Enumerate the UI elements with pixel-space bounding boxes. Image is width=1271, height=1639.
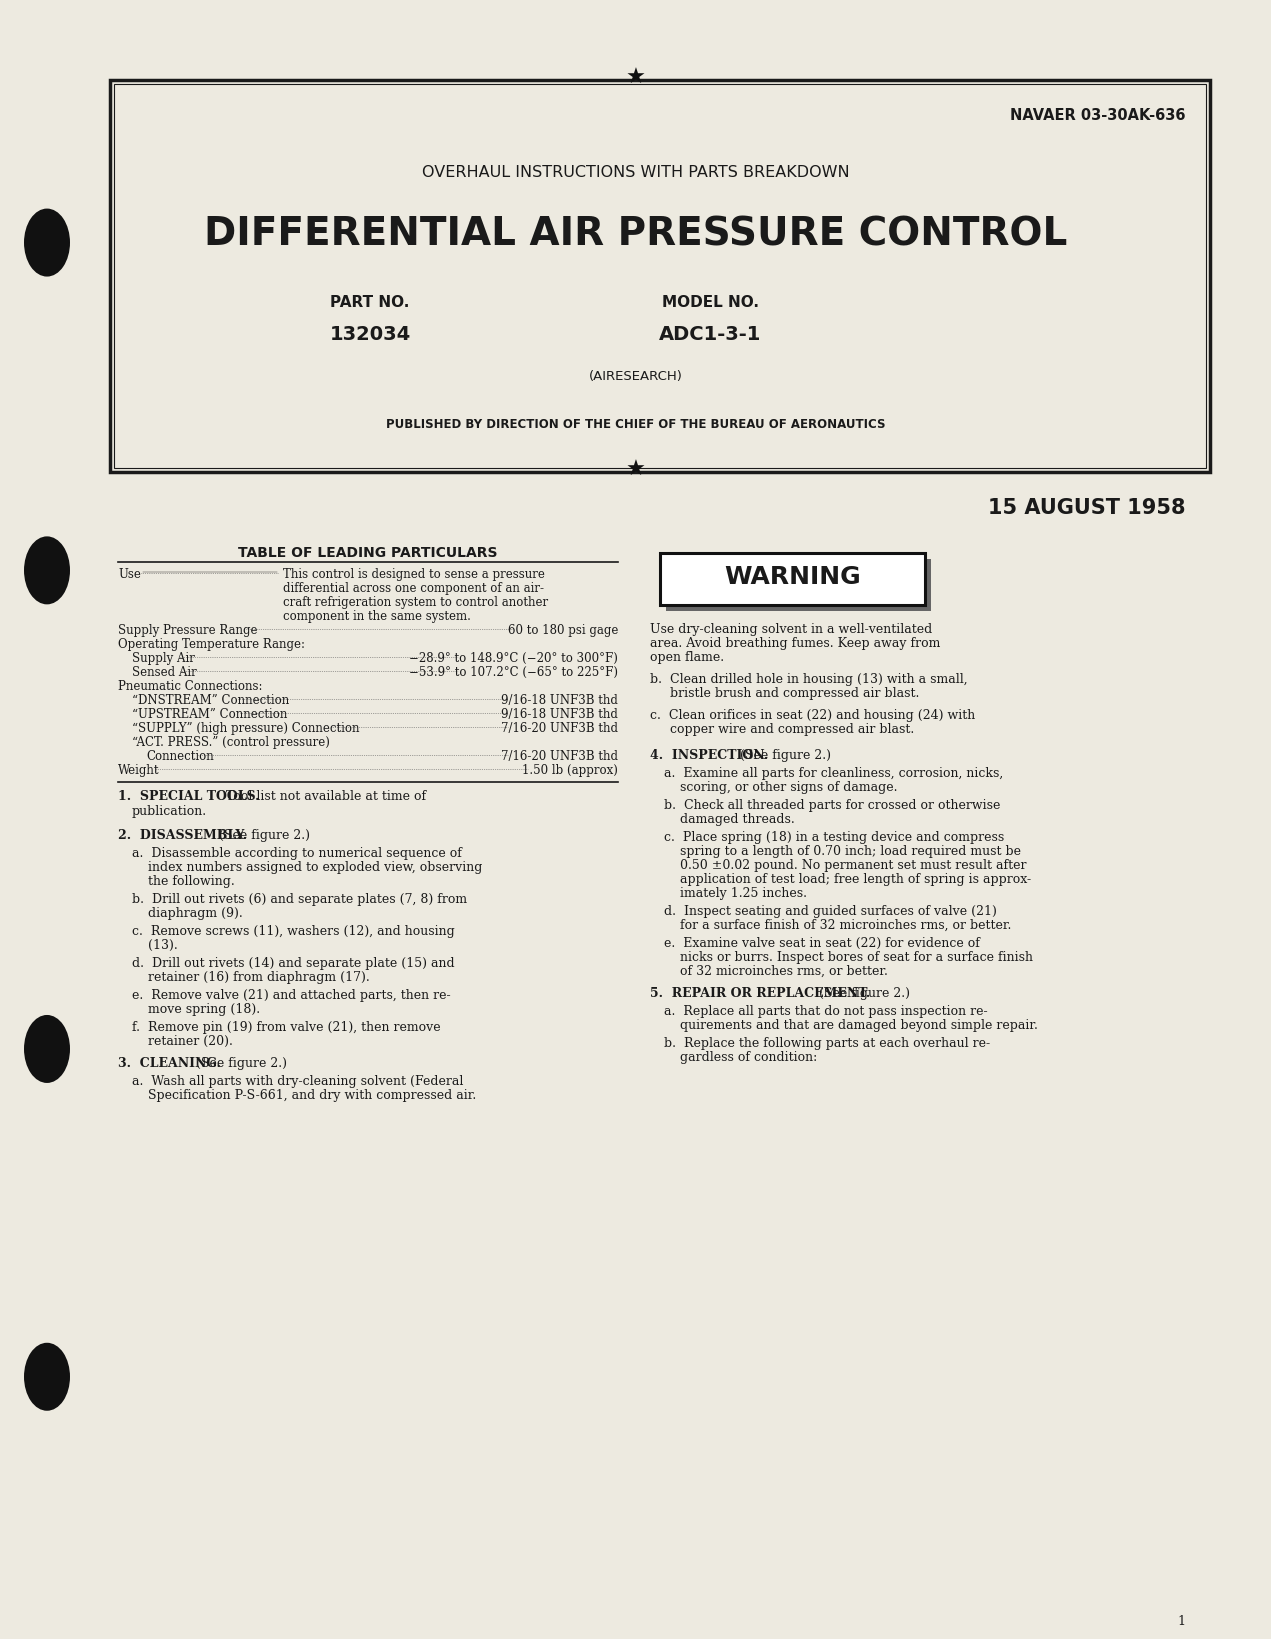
Text: quirements and that are damaged beyond simple repair.: quirements and that are damaged beyond s…: [663, 1019, 1038, 1033]
Text: 9/16-18 UNF3B thd: 9/16-18 UNF3B thd: [501, 693, 618, 706]
Text: PUBLISHED BY DIRECTION OF THE CHIEF OF THE BUREAU OF AERONAUTICS: PUBLISHED BY DIRECTION OF THE CHIEF OF T…: [386, 418, 885, 431]
Text: −28.9° to 148.9°C (−20° to 300°F): −28.9° to 148.9°C (−20° to 300°F): [409, 652, 618, 665]
Text: c.  Clean orifices in seat (22) and housing (24) with: c. Clean orifices in seat (22) and housi…: [649, 710, 975, 723]
Text: nicks or burrs. Inspect bores of seat for a surface finish: nicks or burrs. Inspect bores of seat fo…: [663, 951, 1033, 964]
Text: Use dry-cleaning solvent in a well-ventilated: Use dry-cleaning solvent in a well-venti…: [649, 623, 932, 636]
Text: “UPSTREAM” Connection: “UPSTREAM” Connection: [132, 708, 287, 721]
Text: 1: 1: [1177, 1614, 1185, 1628]
Text: move spring (18).: move spring (18).: [132, 1003, 261, 1016]
Text: ★: ★: [625, 461, 646, 480]
Text: b.  Check all threaded parts for crossed or otherwise: b. Check all threaded parts for crossed …: [663, 798, 1000, 811]
Text: a.  Wash all parts with dry-cleaning solvent (Federal: a. Wash all parts with dry-cleaning solv…: [132, 1075, 464, 1088]
Text: Use: Use: [118, 569, 141, 580]
Text: copper wire and compressed air blast.: copper wire and compressed air blast.: [670, 723, 914, 736]
Text: d.  Drill out rivets (14) and separate plate (15) and: d. Drill out rivets (14) and separate pl…: [132, 957, 455, 970]
Text: Tool list not available at time of: Tool list not available at time of: [222, 790, 426, 803]
Text: application of test load; free length of spring is approx-: application of test load; free length of…: [663, 874, 1031, 887]
Text: 7/16-20 UNF3B thd: 7/16-20 UNF3B thd: [501, 751, 618, 764]
Text: 4.  INSPECTION.: 4. INSPECTION.: [649, 749, 768, 762]
Text: 15 AUGUST 1958: 15 AUGUST 1958: [988, 498, 1185, 518]
Text: DIFFERENTIAL AIR PRESSURE CONTROL: DIFFERENTIAL AIR PRESSURE CONTROL: [203, 215, 1068, 252]
Text: a.  Replace all parts that do not pass inspection re-: a. Replace all parts that do not pass in…: [663, 1005, 988, 1018]
Text: Operating Temperature Range:: Operating Temperature Range:: [118, 638, 305, 651]
Text: scoring, or other signs of damage.: scoring, or other signs of damage.: [663, 782, 897, 793]
Text: c.  Place spring (18) in a testing device and compress: c. Place spring (18) in a testing device…: [663, 831, 1004, 844]
Text: (AIRESEARCH): (AIRESEARCH): [588, 370, 683, 384]
Bar: [660, 552, 925, 605]
Text: TABLE OF LEADING PARTICULARS: TABLE OF LEADING PARTICULARS: [238, 546, 498, 561]
Text: of 32 microinches rms, or better.: of 32 microinches rms, or better.: [663, 965, 888, 978]
Text: WARNING: WARNING: [724, 565, 860, 588]
Text: Supply Air: Supply Air: [132, 652, 194, 665]
Text: retainer (16) from diaphragm (17).: retainer (16) from diaphragm (17).: [132, 970, 370, 983]
Text: bristle brush and compressed air blast.: bristle brush and compressed air blast.: [670, 687, 919, 700]
Text: b.  Replace the following parts at each overhaul re-: b. Replace the following parts at each o…: [663, 1037, 990, 1051]
Text: publication.: publication.: [132, 805, 207, 818]
Text: imately 1.25 inches.: imately 1.25 inches.: [663, 887, 807, 900]
Text: e.  Remove valve (21) and attached parts, then re-: e. Remove valve (21) and attached parts,…: [132, 988, 451, 1001]
Ellipse shape: [24, 208, 70, 277]
Text: 132034: 132034: [329, 325, 411, 344]
Text: craft refrigeration system to control another: craft refrigeration system to control an…: [283, 597, 548, 610]
Bar: [111, 80, 1210, 472]
Text: a.  Examine all parts for cleanliness, corrosion, nicks,: a. Examine all parts for cleanliness, co…: [663, 767, 1003, 780]
Text: Sensed Air: Sensed Air: [132, 665, 197, 679]
Text: (See figure 2.): (See figure 2.): [192, 1057, 287, 1070]
Text: 60 to 180 psi gage: 60 to 180 psi gage: [507, 624, 618, 638]
Text: 0.50 ±0.02 pound. No permanent set must result after: 0.50 ±0.02 pound. No permanent set must …: [663, 859, 1027, 872]
Text: e.  Examine valve seat in seat (22) for evidence of: e. Examine valve seat in seat (22) for e…: [663, 938, 980, 951]
Text: NAVAER 03-30AK-636: NAVAER 03-30AK-636: [1009, 108, 1185, 123]
Text: retainer (20).: retainer (20).: [132, 1034, 233, 1047]
Text: 2.  DISASSEMBLY.: 2. DISASSEMBLY.: [118, 829, 247, 842]
Text: (See figure 2.): (See figure 2.): [215, 829, 310, 842]
Text: damaged threads.: damaged threads.: [663, 813, 794, 826]
Text: the following.: the following.: [132, 875, 235, 888]
Text: open flame.: open flame.: [649, 651, 724, 664]
Text: spring to a length of 0.70 inch; load required must be: spring to a length of 0.70 inch; load re…: [663, 846, 1021, 857]
Text: 5.  REPAIR OR REPLACEMENT.: 5. REPAIR OR REPLACEMENT.: [649, 987, 871, 1000]
Text: (13).: (13).: [132, 939, 178, 952]
Text: 9/16-18 UNF3B thd: 9/16-18 UNF3B thd: [501, 708, 618, 721]
Text: diaphragm (9).: diaphragm (9).: [132, 906, 243, 919]
Text: “DNSTREAM” Connection: “DNSTREAM” Connection: [132, 693, 290, 706]
Text: PART NO.: PART NO.: [330, 295, 409, 310]
Text: 7/16-20 UNF3B thd: 7/16-20 UNF3B thd: [501, 723, 618, 734]
Text: Pneumatic Connections:: Pneumatic Connections:: [118, 680, 263, 693]
Text: c.  Remove screws (11), washers (12), and housing: c. Remove screws (11), washers (12), and…: [132, 924, 455, 938]
Text: 3.  CLEANING.: 3. CLEANING.: [118, 1057, 221, 1070]
Text: ADC1-3-1: ADC1-3-1: [658, 325, 761, 344]
Text: (See figure 2.): (See figure 2.): [815, 987, 910, 1000]
Text: f.  Remove pin (19) from valve (21), then remove: f. Remove pin (19) from valve (21), then…: [132, 1021, 441, 1034]
Text: b.  Clean drilled hole in housing (13) with a small,: b. Clean drilled hole in housing (13) wi…: [649, 674, 967, 687]
Text: Weight: Weight: [118, 764, 159, 777]
Text: Connection: Connection: [146, 751, 214, 764]
Text: component in the same system.: component in the same system.: [283, 610, 470, 623]
Text: area. Avoid breathing fumes. Keep away from: area. Avoid breathing fumes. Keep away f…: [649, 638, 941, 651]
Text: 1.50 lb (approx): 1.50 lb (approx): [522, 764, 618, 777]
Text: MODEL NO.: MODEL NO.: [661, 295, 759, 310]
Text: index numbers assigned to exploded view, observing: index numbers assigned to exploded view,…: [132, 860, 483, 874]
Bar: [114, 84, 1206, 469]
Text: 1.  SPECIAL TOOLS.: 1. SPECIAL TOOLS.: [118, 790, 259, 803]
Text: for a surface finish of 32 microinches rms, or better.: for a surface finish of 32 microinches r…: [663, 919, 1012, 933]
Text: differential across one component of an air-: differential across one component of an …: [283, 582, 544, 595]
Bar: [666, 559, 930, 611]
Text: This control is designed to sense a pressure: This control is designed to sense a pres…: [283, 569, 545, 580]
Text: “ACT. PRESS.” (control pressure): “ACT. PRESS.” (control pressure): [132, 736, 330, 749]
Text: OVERHAUL INSTRUCTIONS WITH PARTS BREAKDOWN: OVERHAUL INSTRUCTIONS WITH PARTS BREAKDO…: [422, 166, 849, 180]
Text: b.  Drill out rivets (6) and separate plates (7, 8) from: b. Drill out rivets (6) and separate pla…: [132, 893, 468, 906]
Text: gardless of condition:: gardless of condition:: [663, 1051, 817, 1064]
Text: a.  Disassemble according to numerical sequence of: a. Disassemble according to numerical se…: [132, 847, 461, 860]
Ellipse shape: [24, 536, 70, 605]
Text: Supply Pressure Range: Supply Pressure Range: [118, 624, 258, 638]
Text: ★: ★: [625, 67, 646, 89]
Text: “SUPPLY” (high pressure) Connection: “SUPPLY” (high pressure) Connection: [132, 723, 360, 734]
Text: d.  Inspect seating and guided surfaces of valve (21): d. Inspect seating and guided surfaces o…: [663, 905, 996, 918]
Text: −53.9° to 107.2°C (−65° to 225°F): −53.9° to 107.2°C (−65° to 225°F): [409, 665, 618, 679]
Ellipse shape: [24, 1342, 70, 1411]
Ellipse shape: [24, 1015, 70, 1083]
Text: Specification P-S-661, and dry with compressed air.: Specification P-S-661, and dry with comp…: [132, 1088, 477, 1101]
Text: (See figure 2.): (See figure 2.): [736, 749, 831, 762]
